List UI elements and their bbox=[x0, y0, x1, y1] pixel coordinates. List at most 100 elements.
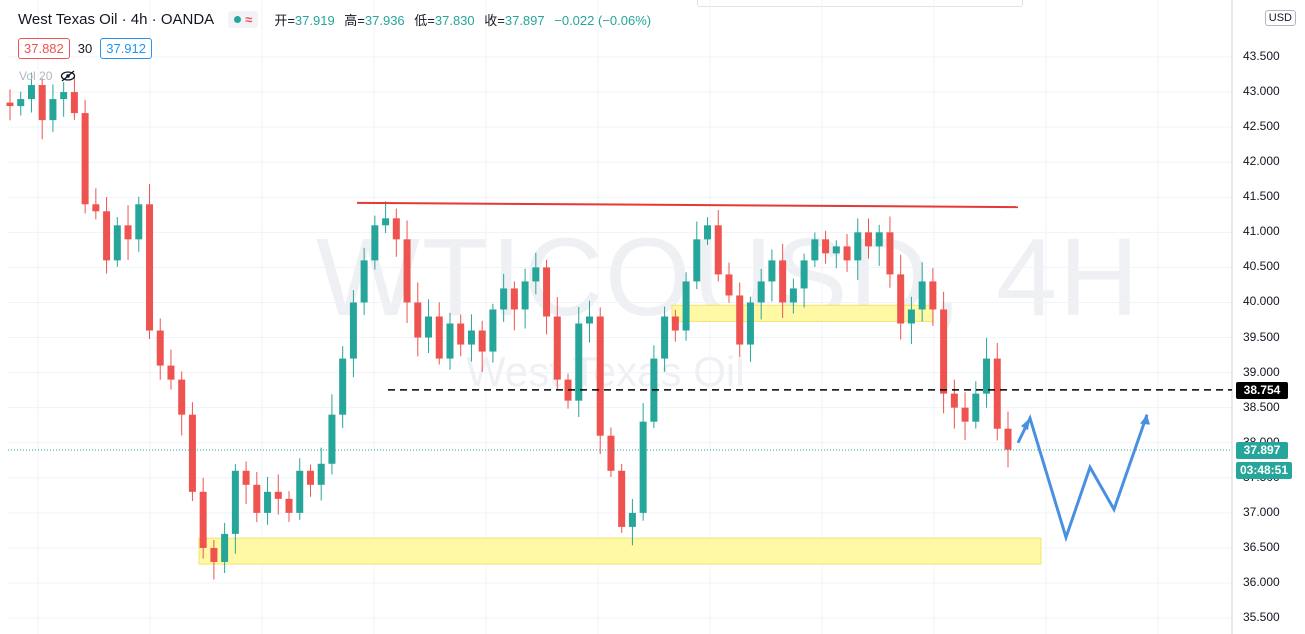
candle-body bbox=[349, 302, 357, 359]
price-tick-label: 39.000 bbox=[1243, 364, 1280, 379]
top-toolbar-edge bbox=[697, 0, 1023, 7]
candle-body bbox=[500, 288, 508, 310]
candle-body bbox=[6, 102, 14, 107]
candle-body bbox=[671, 316, 679, 331]
candle-body bbox=[210, 547, 218, 562]
candle-body bbox=[532, 267, 540, 282]
candle-body bbox=[60, 92, 68, 100]
candle-body bbox=[49, 99, 57, 121]
price-tick-label: 40.000 bbox=[1243, 294, 1280, 309]
candle-body bbox=[285, 498, 293, 513]
candle-body bbox=[38, 85, 46, 121]
countdown-label: 03:48:51 bbox=[1236, 462, 1292, 479]
candle-body bbox=[253, 484, 261, 513]
candle-body bbox=[403, 239, 411, 303]
change-value: −0.022 (−0.06%) bbox=[554, 13, 652, 28]
candle-body bbox=[199, 491, 207, 548]
candle-body bbox=[446, 323, 454, 359]
price-tick-label: 43.500 bbox=[1243, 49, 1280, 63]
candle-body bbox=[800, 260, 808, 289]
candle-body bbox=[907, 309, 915, 324]
candle-body bbox=[489, 309, 497, 352]
candle-body bbox=[779, 260, 787, 303]
currency-badge[interactable]: USD bbox=[1264, 10, 1296, 26]
support-zone bbox=[198, 537, 1042, 565]
close-label: 收= bbox=[484, 13, 505, 28]
level-price-label: 38.754 bbox=[1236, 382, 1288, 399]
candle-body bbox=[746, 302, 754, 345]
ohlc-values: 开=37.919 高=37.936 低=37.830 收=37.897 −0.0… bbox=[274, 10, 651, 29]
candle-body bbox=[553, 316, 561, 380]
candle-body bbox=[92, 204, 100, 212]
candle-body bbox=[875, 232, 883, 247]
candle-body bbox=[221, 533, 229, 562]
candle-body bbox=[306, 470, 314, 485]
candle-body bbox=[628, 512, 636, 527]
candle-body bbox=[682, 281, 690, 331]
candle-body bbox=[521, 281, 529, 310]
projection-arrowhead bbox=[1021, 418, 1030, 431]
status-dot-icon bbox=[234, 16, 242, 23]
candle-body bbox=[575, 323, 583, 401]
candle-body bbox=[725, 274, 733, 296]
close-value: 37.897 bbox=[504, 13, 545, 28]
candle-body bbox=[929, 281, 937, 310]
volume-legend: Vol 20 bbox=[19, 69, 76, 83]
candle-body bbox=[328, 414, 336, 464]
candle-body bbox=[296, 470, 304, 513]
candle-body bbox=[156, 330, 164, 366]
candle-body bbox=[607, 435, 615, 471]
candle-body bbox=[467, 330, 475, 345]
candle-body bbox=[661, 316, 669, 359]
open-value: 37.919 bbox=[294, 13, 335, 28]
chart-header: West Texas Oil · 4h · OANDA ≈ 开=37.919 高… bbox=[18, 10, 651, 29]
candle-body bbox=[360, 260, 368, 303]
price-tick-label: 41.500 bbox=[1243, 189, 1280, 204]
candle-body bbox=[950, 393, 958, 408]
candle-body bbox=[339, 358, 347, 415]
candle-body bbox=[188, 414, 196, 492]
price-tick-label: 36.000 bbox=[1243, 575, 1280, 589]
candle-body bbox=[596, 316, 604, 436]
price-tick-label: 40.500 bbox=[1243, 259, 1280, 274]
buy-button[interactable]: 37.912 bbox=[100, 38, 152, 59]
price-tick-label: 38.500 bbox=[1243, 399, 1280, 414]
candle-body bbox=[17, 99, 25, 107]
symbol-title[interactable]: West Texas Oil · 4h · OANDA bbox=[18, 11, 215, 28]
candle-body bbox=[382, 218, 390, 226]
indicator-toggle[interactable]: ≈ bbox=[228, 11, 259, 28]
eye-hidden-icon[interactable] bbox=[60, 70, 76, 82]
candle-body bbox=[693, 239, 701, 282]
price-tick-label: 36.500 bbox=[1243, 539, 1280, 554]
candle-body bbox=[478, 330, 486, 352]
candle-body bbox=[768, 260, 776, 282]
candle-body bbox=[510, 288, 518, 310]
candle-body bbox=[425, 316, 433, 338]
candle-body bbox=[983, 358, 991, 394]
low-label: 低= bbox=[414, 13, 435, 28]
projection-arrowhead bbox=[1140, 414, 1150, 425]
candle-body bbox=[822, 239, 830, 254]
candle-body bbox=[371, 225, 379, 261]
candle-body bbox=[543, 267, 551, 317]
high-label: 高= bbox=[344, 13, 365, 28]
candle-body bbox=[231, 470, 239, 534]
candle-body bbox=[961, 407, 969, 422]
candle-body bbox=[585, 316, 593, 324]
candle-body bbox=[113, 225, 121, 261]
candle-body bbox=[392, 218, 400, 240]
candle-body bbox=[618, 470, 626, 527]
candle-body bbox=[146, 204, 154, 331]
wave-icon: ≈ bbox=[245, 12, 253, 27]
sell-button[interactable]: 37.882 bbox=[18, 38, 70, 59]
volume-label: Vol 20 bbox=[19, 69, 53, 83]
candle-body bbox=[457, 323, 465, 345]
candle-body bbox=[854, 232, 862, 261]
candle-body bbox=[972, 393, 980, 422]
candle-body bbox=[897, 274, 905, 324]
candle-body bbox=[81, 113, 89, 205]
candle-body bbox=[789, 288, 797, 303]
resistance-line bbox=[356, 201, 1019, 209]
candle-body bbox=[167, 365, 175, 380]
